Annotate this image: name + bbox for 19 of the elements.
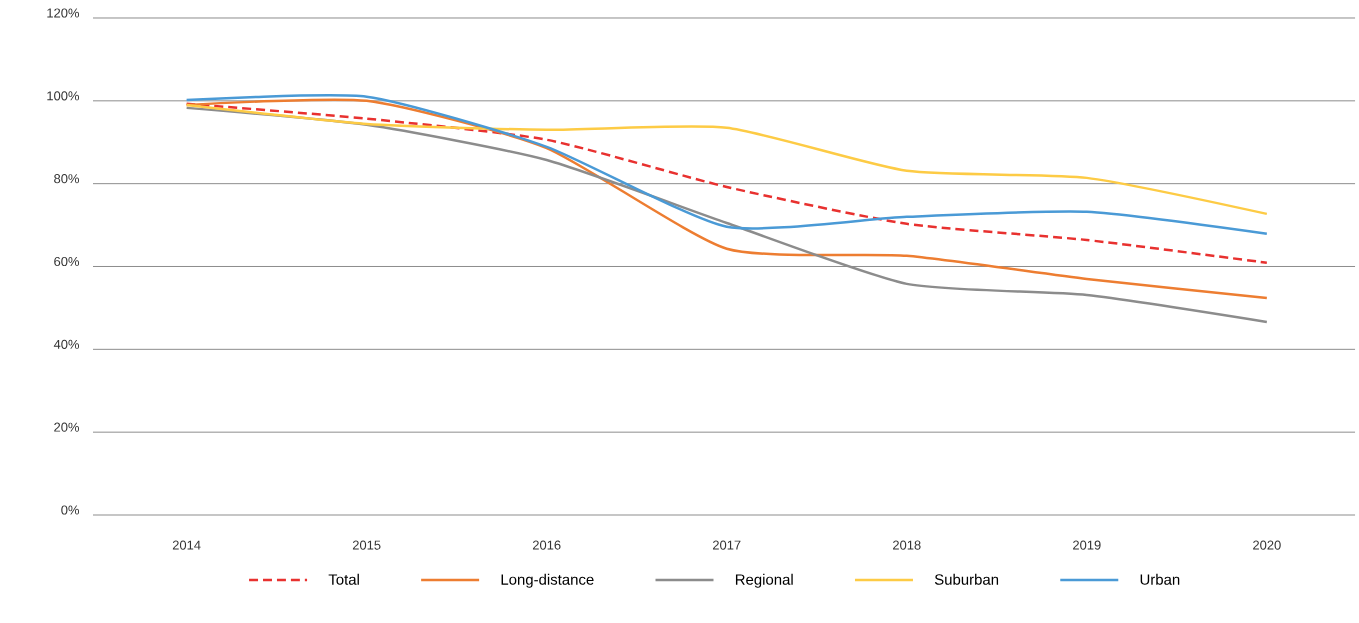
legend-label: Total bbox=[328, 573, 359, 585]
x-tick-label: 2015 bbox=[352, 540, 381, 550]
y-tick-label: 100% bbox=[47, 91, 80, 101]
x-tick-label: 2014 bbox=[172, 540, 201, 550]
x-tick-label: 2020 bbox=[1253, 540, 1281, 550]
y-tick-label: 120% bbox=[47, 8, 80, 18]
x-tick-label: 2019 bbox=[1073, 540, 1101, 550]
y-tick-label: 20% bbox=[54, 422, 80, 432]
y-tick-label: 0% bbox=[61, 505, 80, 515]
y-tick-label: 40% bbox=[53, 339, 80, 349]
legend-label: Urban bbox=[1140, 573, 1180, 585]
legend-label: Long-distance bbox=[501, 573, 594, 588]
x-tick-label: 2017 bbox=[712, 540, 741, 550]
x-tick-label: 2018 bbox=[893, 540, 921, 550]
legend-label: Suburban bbox=[934, 573, 999, 585]
y-tick-label: 80% bbox=[54, 174, 80, 184]
y-tick-label: 60% bbox=[54, 256, 80, 267]
x-tick-label: 2016 bbox=[532, 540, 561, 550]
legend-label: Regional bbox=[735, 573, 793, 588]
